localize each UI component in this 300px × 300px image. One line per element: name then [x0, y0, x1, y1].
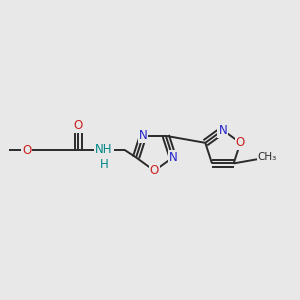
Text: N: N — [139, 129, 148, 142]
Text: O: O — [74, 119, 83, 132]
Text: O: O — [22, 143, 31, 157]
Text: N: N — [218, 124, 227, 136]
Text: O: O — [150, 164, 159, 177]
Text: CH₃: CH₃ — [258, 152, 277, 162]
Text: N: N — [169, 151, 177, 164]
Text: NH: NH — [95, 143, 113, 156]
Text: O: O — [236, 136, 245, 149]
Text: H: H — [100, 158, 109, 171]
